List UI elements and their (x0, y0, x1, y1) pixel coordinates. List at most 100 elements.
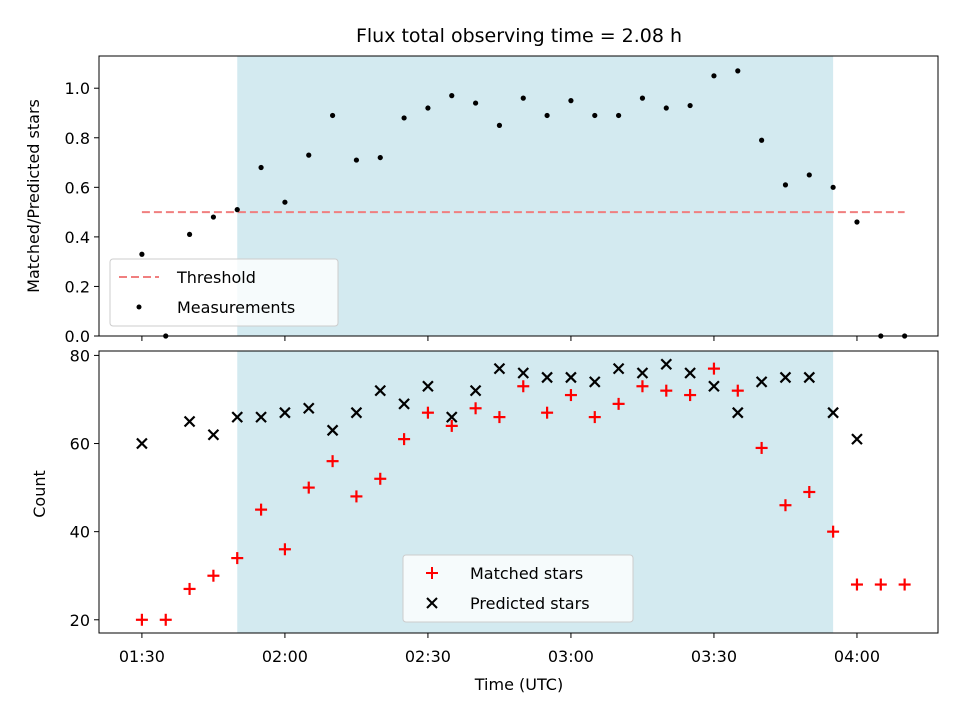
predicted-star-point (588, 376, 601, 388)
matched-star-point (398, 433, 411, 446)
measurement-point (639, 95, 646, 101)
matched-star-point (207, 569, 220, 582)
bottom-y-axis: 20 40 60 80 (70, 346, 99, 630)
matched-star-point (374, 472, 387, 485)
top-y-axis: 0.0 0.2 0.4 0.6 0.8 1.0 (65, 79, 99, 346)
measurement-point (425, 105, 431, 111)
bottom-x-tick-label: 01:30 (119, 647, 165, 666)
predicted-star-point (350, 406, 363, 419)
measurement-point (568, 98, 574, 104)
matched-star-point (684, 389, 697, 402)
predicted-star-point (136, 437, 148, 450)
top-y-tick-label: 1.0 (65, 79, 90, 98)
top-y-tick-label: 0.2 (65, 277, 90, 296)
measurement-point (544, 112, 550, 119)
bottom-x-tick-label: 02:00 (262, 647, 308, 666)
measurement-point (759, 137, 765, 143)
matched-star-point (255, 503, 268, 516)
legend-predicted-label: Predicted stars (470, 594, 590, 613)
top-legend-box (109, 258, 339, 327)
matched-star-point (636, 380, 649, 393)
measurement-point (472, 100, 479, 106)
matched-star-point (707, 362, 720, 375)
predicted-stars-series (136, 358, 863, 450)
matched-star-point (326, 455, 339, 468)
top-y-tick-label: 0.8 (65, 129, 90, 148)
matched-star-point (421, 406, 434, 419)
matched-star-point (874, 578, 887, 591)
matched-star-point (517, 380, 530, 393)
measurement-point (663, 105, 669, 111)
measurement-point (377, 154, 383, 161)
matched-star-point (302, 481, 315, 494)
top-y-tick-label: 0.4 (65, 228, 90, 247)
bottom-x-tick-label: 02:30 (405, 647, 451, 666)
bottom-x-tick-label: 03:30 (691, 647, 737, 666)
matched-star-point (445, 419, 458, 432)
measurement-point (210, 214, 217, 220)
predicted-star-point (469, 384, 482, 397)
measurement-point (258, 164, 264, 171)
measurement-point (449, 93, 455, 99)
bottom-legend: Matched stars Predicted stars (402, 554, 634, 623)
matched-star-point (660, 384, 673, 397)
bottom-y-axis-label: Count (30, 470, 49, 518)
legend-threshold-label: Threshold (176, 268, 256, 287)
chart-title: Flux total observing time = 2.08 h (356, 25, 682, 47)
matched-star-point (755, 441, 768, 454)
predicted-star-point (684, 367, 696, 379)
predicted-star-point (207, 428, 220, 441)
bottom-x-tick-label: 03:00 (548, 647, 594, 666)
predicted-star-point (255, 411, 267, 423)
predicted-star-point (660, 358, 673, 370)
predicted-star-point (398, 398, 410, 410)
predicted-star-point (565, 371, 577, 384)
predicted-star-point (422, 380, 434, 393)
measurement-point (830, 184, 836, 190)
measurement-point (234, 207, 240, 213)
predicted-star-point (183, 415, 196, 428)
predicted-star-point (708, 380, 720, 393)
measurement-point (401, 115, 407, 121)
predicted-star-point (231, 411, 244, 423)
predicted-star-point (445, 411, 458, 423)
top-panel: 0.0 0.2 0.4 0.6 0.8 1.0 Matched/Predicted sta… (24, 55, 939, 346)
matched-star-point (827, 525, 840, 538)
predicted-star-point (803, 371, 816, 384)
matched-star-point (159, 613, 172, 626)
predicted-star-point (636, 367, 649, 379)
top-axes-frame (98, 55, 939, 337)
top-x-axis (141, 336, 858, 341)
measurement-point (782, 182, 789, 188)
bottom-axes-frame (98, 350, 939, 634)
legend-matched-label: Matched stars (470, 564, 583, 583)
predicted-star-point (279, 406, 291, 419)
matched-star-point (612, 397, 625, 410)
matched-star-point (731, 384, 744, 397)
matched-star-point (779, 499, 792, 512)
matched-star-point (850, 578, 863, 591)
predicted-star-point (755, 376, 768, 388)
top-y-axis-label: Matched/Predicted stars (24, 99, 43, 293)
matched-star-point (183, 582, 196, 595)
bottom-legend-box (402, 554, 634, 623)
top-legend: Threshold Measurements (109, 258, 339, 327)
bottom-y-tick-label: 80 (70, 346, 90, 365)
matched-star-point (278, 543, 291, 556)
matched-stars-series (135, 362, 911, 626)
measurement-point (186, 231, 193, 238)
predicted-star-point (732, 406, 744, 419)
bottom-y-tick-label: 20 (70, 611, 90, 630)
matched-star-point (803, 486, 816, 498)
measurement-point (282, 199, 288, 205)
predicted-star-point (517, 367, 530, 379)
predicted-star-point (374, 384, 387, 397)
bottom-x-tick-label: 04:00 (834, 647, 880, 666)
measurement-point (616, 112, 622, 119)
bottom-y-tick-label: 40 (70, 523, 90, 542)
measurement-point (139, 251, 145, 257)
measurement-point (687, 102, 693, 109)
predicted-star-point (779, 371, 792, 384)
measurement-point (711, 73, 717, 79)
matched-star-point (541, 406, 554, 419)
